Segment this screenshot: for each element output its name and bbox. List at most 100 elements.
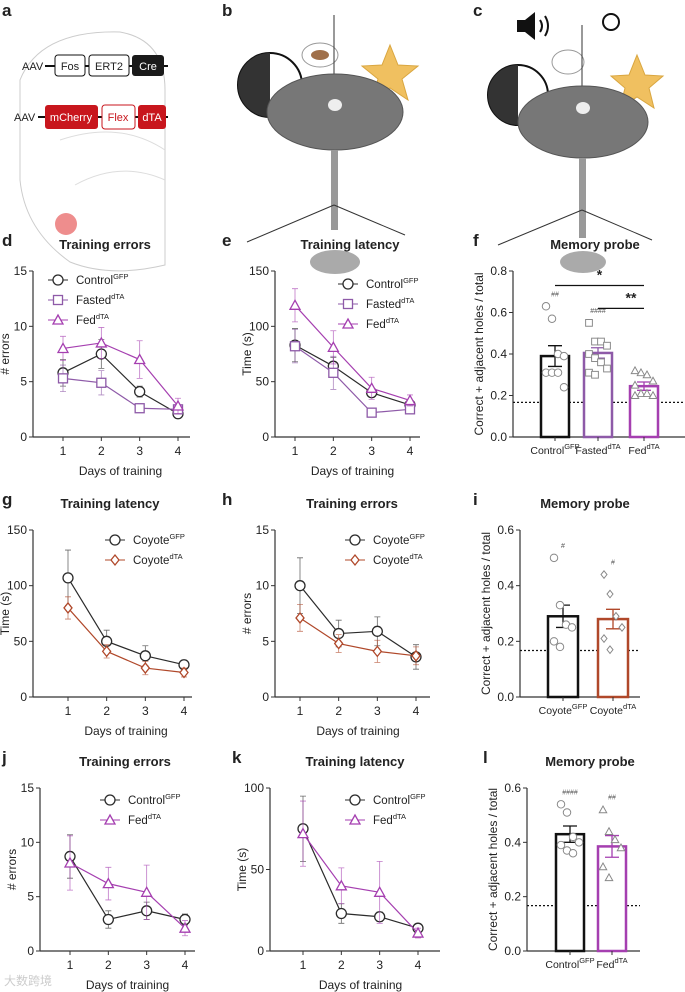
data-point	[642, 369, 652, 379]
y-tick-label: 5	[262, 634, 269, 648]
data-point	[366, 407, 377, 418]
panel-letter: k	[232, 748, 242, 767]
data-point	[600, 570, 608, 580]
series-line	[299, 617, 417, 657]
chart-title: Training errors	[306, 496, 398, 511]
data-point	[598, 804, 608, 814]
y-tick-label: 50	[256, 375, 270, 389]
legend-label: CoyoteGFP	[133, 532, 185, 547]
category-label: ControlGFP	[545, 956, 594, 971]
legend-label: CoyotedTA	[373, 552, 423, 567]
data-point	[365, 381, 378, 393]
bar-group-control-gfp: ####	[554, 789, 586, 953]
series-coyote-dta	[295, 604, 421, 666]
sem-error-bar	[606, 608, 620, 630]
chart-panel-i: i Memory probe 0.0 0.2 0.4 0.6 Correct + adjac…	[473, 490, 640, 717]
bar	[596, 617, 630, 699]
visual-cue-half	[238, 53, 270, 117]
chart-title: Training latency	[306, 754, 406, 769]
category-label-name: Coyote	[590, 705, 623, 717]
series-line	[302, 828, 419, 929]
legend-label: FasteddTA	[366, 296, 414, 311]
lightbulb-icon	[602, 13, 620, 31]
x-tick-label: 4	[415, 958, 422, 972]
x-tick-label: 2	[103, 704, 110, 718]
series-line	[69, 856, 186, 921]
data-point	[585, 319, 593, 327]
data-point	[178, 921, 192, 933]
significance-stars: *	[597, 267, 603, 283]
category-label-sup: dTA	[646, 442, 659, 451]
data-point	[403, 394, 417, 406]
data-point	[134, 403, 145, 414]
ert2-box	[88, 54, 130, 77]
legend-marker	[349, 794, 361, 806]
bar-group-fasted-dta: ####	[582, 308, 614, 439]
cre-box	[132, 55, 164, 76]
legend-marker	[52, 274, 64, 286]
watermark: 大数跨境	[4, 973, 52, 988]
mouse-icon	[328, 99, 342, 111]
data-point	[296, 827, 310, 839]
category-label-sup: dTA	[614, 956, 627, 965]
category-label-name: Fasted	[575, 445, 607, 457]
chart-title: Training latency	[61, 496, 161, 511]
data-point	[648, 390, 658, 399]
legend-label-sup: dTA	[148, 812, 161, 821]
data-point	[630, 365, 640, 375]
panel-letter: h	[222, 490, 232, 509]
y-axis-label: Time (s)	[235, 848, 249, 892]
dta-label: dTA	[142, 112, 162, 124]
series-line	[294, 304, 411, 402]
legend-label: FeddTA	[373, 812, 406, 827]
series-line	[69, 862, 186, 929]
y-tick-label: 15	[14, 264, 28, 278]
data-point	[630, 380, 640, 389]
legend-label-name: Fasted	[366, 299, 401, 311]
data-point	[373, 885, 386, 897]
data-point	[102, 913, 114, 926]
series-fasted-dta	[289, 329, 416, 418]
legend-label-name: Coyote	[373, 535, 409, 547]
y-tick-label: 0.6	[490, 306, 507, 320]
legend-label-sup: dTA	[409, 552, 422, 561]
category-label: ControlGFP	[530, 442, 579, 457]
chart-title: Memory probe	[550, 237, 640, 252]
y-tick-label: 150	[249, 264, 269, 278]
data-point	[556, 840, 566, 850]
x-tick-label: 4	[175, 444, 182, 458]
data-point	[616, 843, 626, 852]
y-tick-label: 0.4	[504, 835, 521, 849]
legend-label-name: Fasted	[76, 295, 111, 307]
series-line	[62, 353, 179, 415]
data-point	[139, 650, 151, 662]
legend-label-name: Control	[366, 279, 403, 291]
data-point	[598, 862, 608, 871]
bar-group-coyote-gfp: #	[546, 543, 580, 699]
legend-label-name: Coyote	[133, 535, 169, 547]
chart-title: Training errors	[59, 237, 151, 252]
y-tick-label: 0	[20, 430, 27, 444]
data-point	[335, 879, 348, 891]
sem-error-bar	[605, 834, 619, 858]
series-line	[299, 585, 417, 658]
y-tick-label: 0.6	[504, 781, 521, 795]
x-tick-label: 3	[374, 704, 381, 718]
aav-label: AAV	[22, 61, 44, 73]
data-point	[96, 377, 107, 388]
data-point	[618, 622, 626, 632]
x-axis-label: Days of training	[319, 978, 402, 992]
series-coyote-gfp	[294, 557, 422, 670]
y-tick-label: 10	[14, 319, 28, 333]
legend-marker	[342, 278, 354, 290]
bar	[596, 845, 628, 953]
legend-label-sup: dTA	[111, 292, 124, 301]
data-point	[294, 580, 306, 592]
x-tick-label: 1	[297, 704, 304, 718]
series-line	[67, 577, 185, 666]
series-line	[302, 833, 419, 934]
data-point	[133, 353, 146, 365]
data-point	[63, 856, 77, 868]
data-point	[102, 877, 115, 889]
category-label-sup: GFP	[579, 956, 594, 965]
